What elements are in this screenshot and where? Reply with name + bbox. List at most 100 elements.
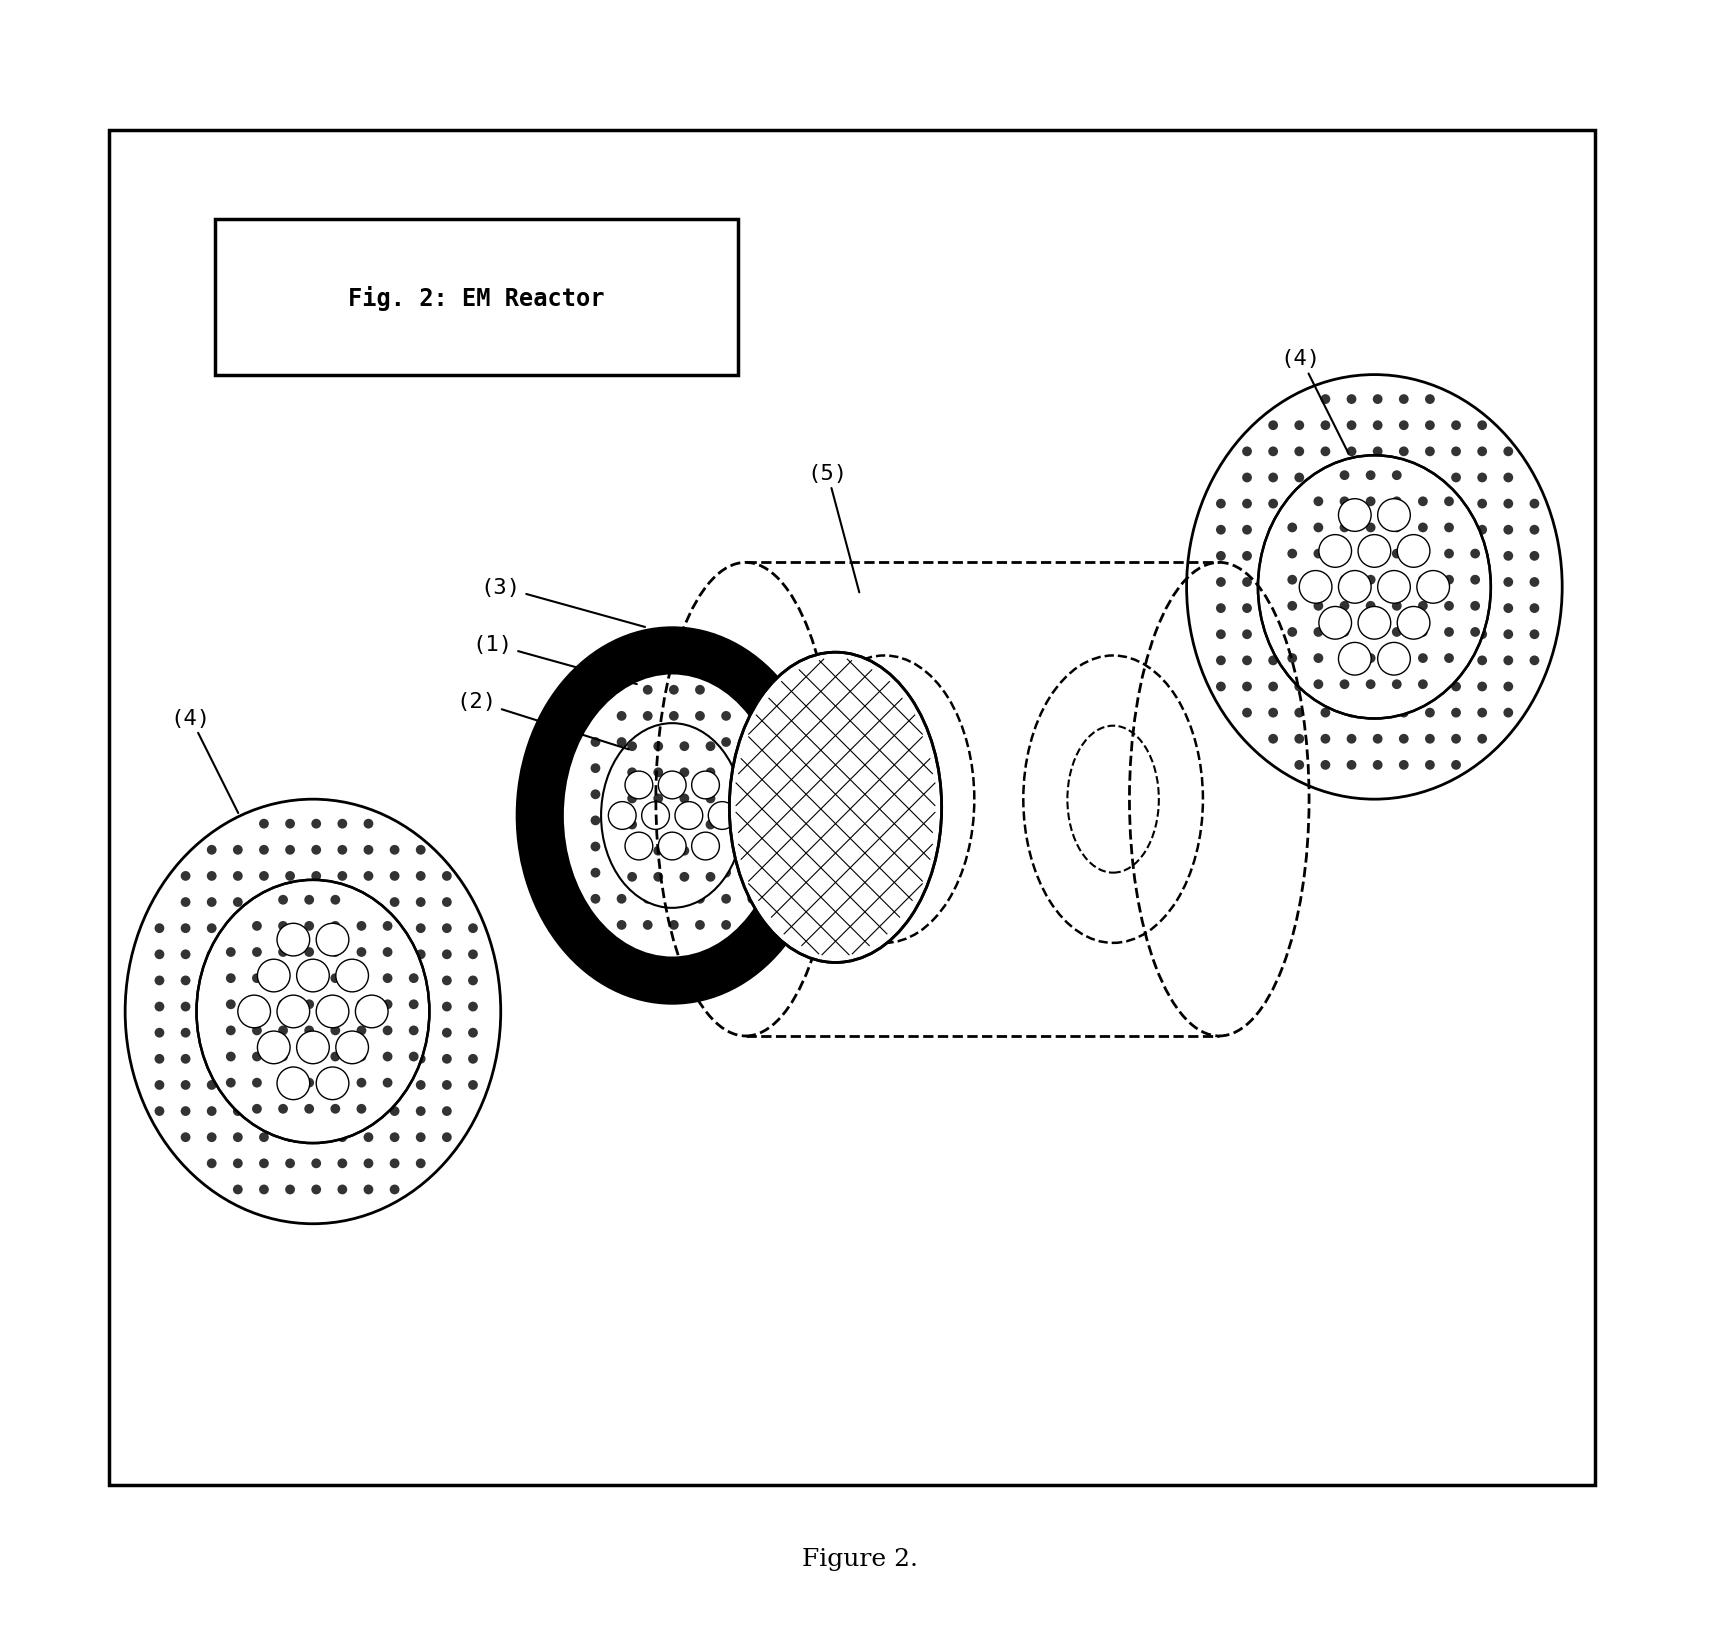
Circle shape (1321, 682, 1330, 692)
Text: (4): (4) (1281, 349, 1348, 454)
Circle shape (1321, 708, 1330, 718)
Circle shape (1321, 656, 1330, 666)
Circle shape (1391, 628, 1402, 638)
Circle shape (1287, 602, 1297, 612)
Circle shape (260, 924, 268, 934)
Circle shape (1452, 708, 1460, 718)
Circle shape (337, 1106, 347, 1116)
Circle shape (1398, 734, 1409, 744)
Circle shape (253, 1000, 261, 1010)
Circle shape (279, 922, 287, 932)
Circle shape (617, 790, 626, 800)
Circle shape (286, 898, 296, 907)
Circle shape (390, 1080, 399, 1090)
Circle shape (260, 898, 268, 907)
Circle shape (390, 898, 399, 907)
Circle shape (253, 948, 261, 958)
Circle shape (628, 795, 636, 805)
Circle shape (232, 924, 243, 934)
Circle shape (277, 1067, 310, 1100)
Circle shape (1295, 552, 1304, 561)
Circle shape (1347, 395, 1357, 405)
Circle shape (1373, 578, 1383, 588)
Circle shape (1417, 550, 1428, 560)
Circle shape (390, 976, 399, 986)
Circle shape (316, 996, 349, 1028)
Circle shape (1503, 682, 1514, 692)
Circle shape (705, 847, 716, 857)
Circle shape (304, 922, 315, 932)
Circle shape (1338, 571, 1371, 604)
Circle shape (1338, 643, 1371, 676)
Circle shape (279, 1105, 287, 1115)
Circle shape (1242, 447, 1252, 457)
Circle shape (628, 873, 636, 883)
Circle shape (1477, 526, 1488, 535)
Circle shape (590, 868, 600, 878)
Circle shape (279, 1079, 287, 1089)
Circle shape (1268, 473, 1278, 483)
Circle shape (1295, 526, 1304, 535)
Circle shape (356, 1000, 366, 1010)
Circle shape (279, 896, 287, 906)
Circle shape (1242, 708, 1252, 718)
Circle shape (363, 1159, 373, 1169)
Circle shape (1424, 473, 1434, 483)
Circle shape (642, 801, 669, 831)
Circle shape (1347, 656, 1357, 666)
Circle shape (1529, 526, 1539, 535)
Circle shape (1268, 630, 1278, 640)
Circle shape (316, 1067, 349, 1100)
Circle shape (356, 948, 366, 958)
Circle shape (1398, 708, 1409, 718)
Ellipse shape (196, 880, 430, 1144)
Circle shape (337, 898, 347, 907)
Circle shape (311, 950, 322, 960)
Circle shape (721, 894, 731, 904)
Circle shape (311, 819, 322, 829)
Circle shape (260, 1133, 268, 1142)
Circle shape (1452, 499, 1460, 509)
Circle shape (253, 1105, 261, 1115)
Circle shape (279, 1053, 287, 1062)
Circle shape (1242, 682, 1252, 692)
Circle shape (1216, 526, 1226, 535)
Circle shape (609, 801, 636, 831)
Circle shape (206, 1106, 217, 1116)
Circle shape (746, 790, 757, 800)
Circle shape (337, 845, 347, 855)
Circle shape (206, 1159, 217, 1169)
Circle shape (1477, 682, 1488, 692)
Circle shape (1398, 578, 1409, 588)
Circle shape (1398, 473, 1409, 483)
Circle shape (225, 1000, 236, 1010)
Circle shape (617, 816, 626, 826)
Circle shape (705, 795, 716, 805)
Circle shape (1477, 447, 1488, 457)
Circle shape (1398, 421, 1409, 431)
Circle shape (1452, 447, 1460, 457)
Circle shape (654, 847, 664, 857)
Circle shape (155, 976, 165, 986)
Circle shape (1529, 499, 1539, 509)
Circle shape (416, 1159, 425, 1169)
Circle shape (363, 1028, 373, 1038)
Circle shape (442, 1106, 452, 1116)
Circle shape (1445, 550, 1453, 560)
Circle shape (746, 816, 757, 826)
Circle shape (286, 976, 296, 986)
Circle shape (695, 790, 705, 800)
Circle shape (311, 1054, 322, 1064)
Circle shape (721, 816, 731, 826)
Circle shape (155, 1080, 165, 1090)
Circle shape (721, 842, 731, 852)
Circle shape (1287, 524, 1297, 534)
Circle shape (1477, 421, 1488, 431)
Circle shape (1417, 681, 1428, 690)
Circle shape (232, 1028, 243, 1038)
Circle shape (1366, 498, 1376, 508)
Circle shape (590, 764, 600, 774)
Circle shape (1398, 552, 1409, 561)
Text: Figure 2.: Figure 2. (802, 1547, 918, 1570)
Circle shape (1471, 628, 1479, 638)
